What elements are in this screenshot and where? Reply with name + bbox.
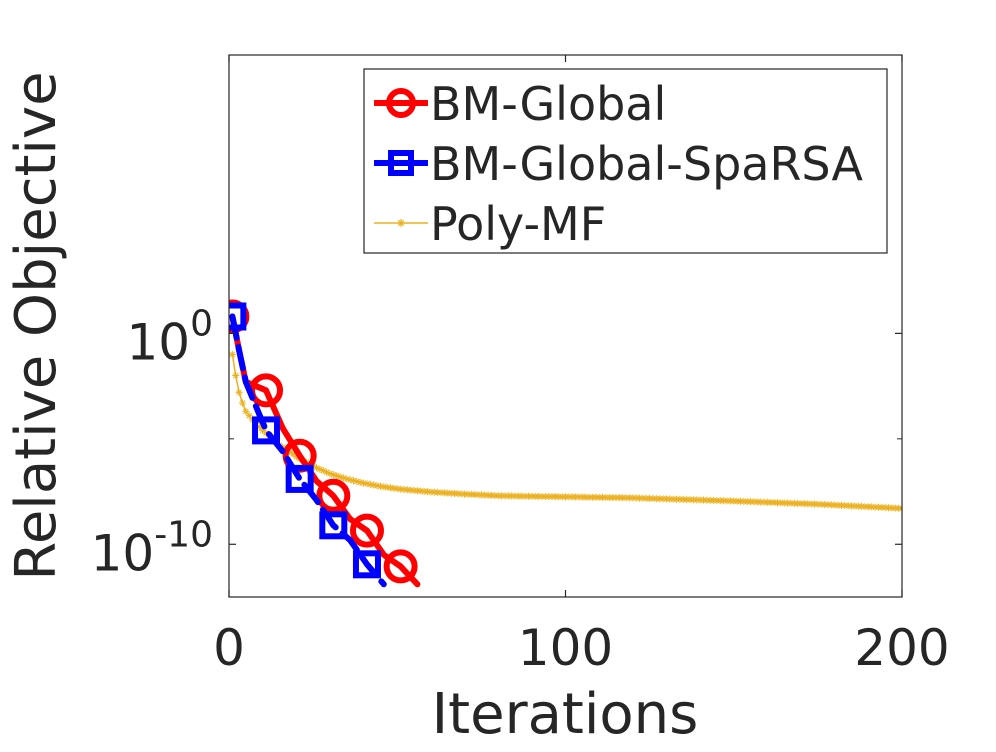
data-point: [323, 468, 331, 476]
ticks-layer: 0 100 200 10-10 100: [91, 55, 950, 677]
data-point: [380, 483, 388, 491]
data-point: [229, 350, 236, 358]
data-point: [286, 447, 294, 455]
data-point: [259, 426, 267, 434]
legend-marker: [388, 150, 414, 176]
legend-item-bm-global-sparsa: BM-Global-SpaRSA: [374, 137, 863, 191]
y-tick-label: 10-10: [91, 514, 213, 582]
data-point: [333, 472, 341, 480]
data-point: [350, 477, 358, 485]
data-point: [349, 513, 384, 548]
legend-marker: [386, 88, 416, 118]
data-point: [352, 550, 381, 579]
data-point: [343, 475, 351, 483]
legend-label: BM-Global: [430, 77, 666, 131]
data-point: [353, 477, 361, 485]
data-point: [242, 407, 250, 415]
data-point: [235, 388, 243, 396]
x-tick-label: 100: [518, 619, 613, 677]
data-point: [336, 473, 344, 481]
data-point: [387, 484, 395, 492]
data-point: [229, 302, 247, 331]
data-point: [319, 467, 327, 475]
data-point: [255, 423, 263, 431]
data-point: [316, 478, 351, 513]
y-tick-label: 100: [126, 303, 213, 371]
data-point: [366, 480, 374, 488]
data-point: [262, 429, 270, 437]
data-point: [390, 484, 398, 492]
data-point: [376, 482, 384, 490]
series-bm-global-sparsa: [229, 302, 387, 588]
legend-box: [363, 68, 888, 254]
data-point: [339, 474, 347, 482]
legend-marker: [397, 219, 405, 227]
data-point: [292, 453, 300, 461]
data-point: [383, 549, 418, 584]
data-point: [356, 478, 364, 486]
data-point: [370, 481, 378, 489]
data-point: [316, 465, 324, 473]
series-layer: [229, 299, 902, 588]
data-point: [346, 476, 354, 484]
data-point: [363, 480, 371, 488]
y-axis-label: Relative Objective: [4, 71, 69, 580]
legend-label: Poly-MF: [430, 197, 606, 251]
series-line-bm-global-sparsa: [229, 313, 387, 588]
data-point: [232, 372, 240, 380]
x-tick-label: 0: [213, 619, 245, 677]
data-point: [360, 479, 368, 487]
data-point: [319, 511, 348, 540]
data-point: [312, 464, 320, 472]
data-point: [289, 450, 297, 458]
x-axis-label: Iterations: [432, 682, 699, 747]
data-point: [245, 412, 253, 420]
data-point: [329, 471, 337, 479]
data-point: [383, 483, 391, 491]
x-tick-label: 200: [854, 619, 949, 677]
legend-item-poly-mf: Poly-MF: [374, 197, 606, 251]
legend-label: BM-Global-SpaRSA: [430, 137, 863, 191]
data-point: [373, 482, 381, 490]
data-point: [326, 470, 334, 478]
legend: BM-Global BM-Global-SpaRSA Poly-MF: [363, 68, 888, 254]
legend-item-bm-global: BM-Global: [374, 77, 666, 131]
data-point: [252, 416, 281, 445]
data-point: [238, 399, 246, 407]
data-point: [285, 464, 314, 493]
